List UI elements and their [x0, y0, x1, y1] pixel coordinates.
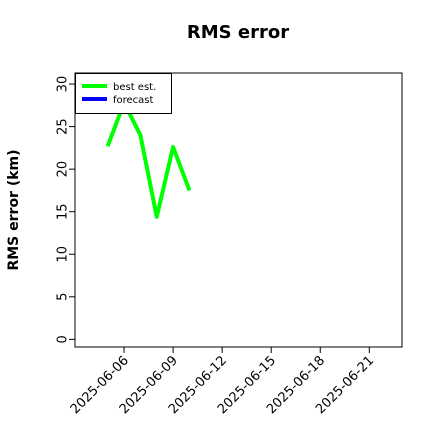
legend-label: forecast [113, 95, 154, 106]
y-tick-label: 25 [56, 118, 71, 135]
y-tick-label: 15 [56, 203, 71, 220]
plot-frame [74, 72, 403, 348]
legend: best est. forecast [75, 73, 172, 114]
y-tick-label: 5 [56, 293, 71, 301]
y-tick-label: 20 [56, 161, 71, 178]
legend-box [75, 73, 172, 114]
y-tick-label: 30 [56, 76, 71, 93]
legend-label: best est. [113, 82, 156, 93]
y-axis-label: RMS error (km) [6, 149, 22, 270]
data-line [105, 100, 192, 219]
y-tick-label: 0 [56, 335, 71, 343]
chart-title: RMS error [187, 22, 289, 43]
y-tick-label: 10 [56, 246, 71, 263]
